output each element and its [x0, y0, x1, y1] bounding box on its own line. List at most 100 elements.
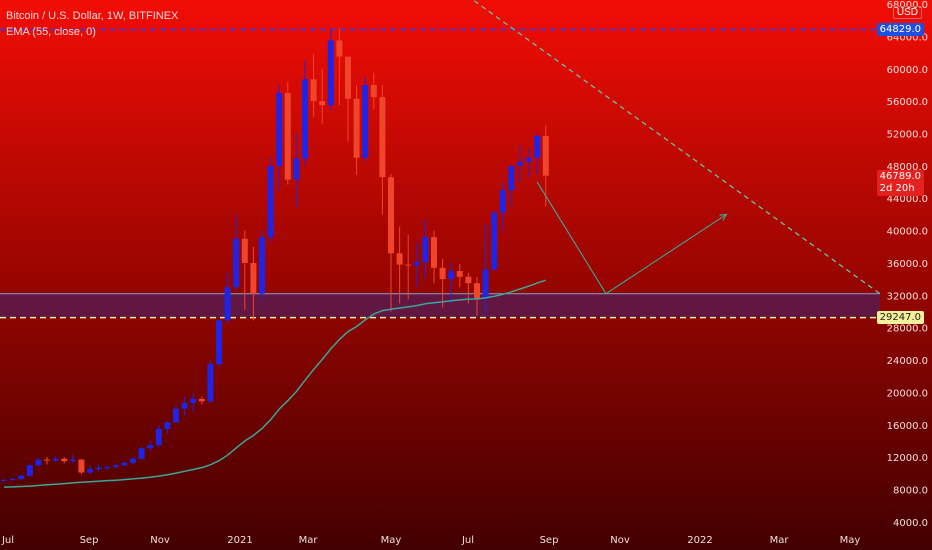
candle-body — [353, 98, 360, 158]
candle — [78, 458, 85, 475]
candle — [241, 230, 248, 310]
candle-body — [302, 79, 308, 159]
candle — [405, 234, 412, 300]
candle-body — [276, 93, 283, 166]
x-tick-label: May — [840, 535, 861, 546]
candle — [44, 457, 50, 465]
candle — [388, 173, 394, 312]
candle — [198, 396, 205, 405]
top-level-price-tag: 64829.0 — [876, 22, 924, 36]
candle-body — [405, 264, 412, 266]
candle-body — [18, 475, 25, 480]
candle — [370, 72, 377, 110]
y-tick-label: 56000.0 — [887, 97, 928, 108]
candle-body — [190, 398, 197, 403]
candle-body — [181, 402, 188, 409]
x-tick-label: Sep — [540, 535, 559, 546]
candle-body — [508, 165, 515, 191]
current-price-tag: 46789.0 2d 20h — [876, 169, 924, 196]
candle — [267, 157, 274, 243]
candle — [164, 420, 171, 434]
candle-body — [465, 276, 472, 284]
candle — [517, 145, 523, 183]
candle-body — [69, 459, 76, 462]
y-tick-label: 64000.0 — [887, 32, 928, 43]
candle-body — [422, 237, 429, 263]
x-tick-label: 2021 — [227, 535, 252, 546]
indicator-legend[interactable]: EMA (55, close, 0) — [6, 26, 96, 38]
support-level-price-tag: 29247.0 — [876, 310, 924, 324]
symbol-title[interactable]: Bitcoin / U.S. Dollar, 1W, BITFINEX — [6, 10, 179, 22]
candle — [413, 242, 420, 288]
candle — [491, 211, 498, 272]
candle-body — [61, 458, 68, 462]
candle-body — [250, 262, 257, 294]
candle — [216, 319, 222, 367]
candle — [525, 148, 532, 178]
candle-body — [155, 428, 162, 446]
y-tick-label: 68000.0 — [887, 0, 928, 11]
candle-body — [130, 458, 136, 463]
candle-body — [439, 267, 446, 280]
candle — [396, 226, 403, 304]
candle-body — [259, 237, 265, 294]
candle — [190, 393, 197, 412]
y-tick-label: 28000.0 — [887, 324, 928, 335]
candle-body — [525, 157, 532, 162]
projection-path — [536, 181, 727, 295]
candle-body — [78, 459, 85, 473]
candle — [534, 133, 541, 174]
candle — [87, 465, 93, 475]
candle — [456, 263, 463, 288]
candle — [35, 457, 42, 467]
candle-body — [370, 84, 377, 98]
candle — [302, 60, 308, 166]
candle-body — [293, 158, 300, 180]
candle-body — [284, 93, 291, 180]
candle-body — [1, 479, 7, 481]
candle — [224, 272, 231, 324]
candle-body — [95, 467, 102, 470]
candle-body — [26, 465, 33, 476]
candle-body — [491, 212, 498, 270]
candle-body — [327, 40, 334, 106]
currency-button[interactable]: USD — [892, 6, 922, 19]
y-tick-label: 44000.0 — [887, 194, 928, 205]
y-tick-label: 40000.0 — [887, 227, 928, 238]
x-tick-label: Jul — [461, 535, 474, 546]
candle — [345, 56, 351, 142]
candle-body — [121, 462, 128, 466]
candle — [448, 262, 455, 304]
bar-countdown: 2d 20h — [879, 182, 915, 194]
candle-body — [267, 165, 274, 238]
candle — [319, 68, 326, 124]
candle — [431, 230, 437, 284]
candle — [542, 125, 549, 207]
y-tick-label: 60000.0 — [887, 65, 928, 76]
candle — [379, 84, 386, 215]
candle-body — [44, 459, 50, 461]
candle — [336, 28, 343, 106]
candle-body — [448, 271, 455, 280]
candle-body — [9, 479, 16, 481]
y-tick-label: 8000.0 — [893, 486, 928, 497]
candle-body — [207, 364, 214, 402]
candle — [293, 133, 300, 207]
y-tick-label: 12000.0 — [887, 453, 928, 464]
candle — [259, 230, 265, 300]
candle-body — [431, 237, 437, 268]
x-tick-label: May — [381, 535, 402, 546]
candle — [474, 276, 480, 316]
candle-body — [474, 283, 480, 299]
candle-body — [336, 40, 343, 57]
x-tick-label: Mar — [299, 535, 319, 546]
candle-body — [147, 445, 154, 449]
candle-body — [52, 458, 59, 461]
y-tick-label: 52000.0 — [887, 130, 928, 141]
candle — [439, 258, 446, 308]
x-tick-label: Mar — [770, 535, 790, 546]
y-tick-label: 48000.0 — [887, 162, 928, 173]
candle-body — [499, 190, 506, 213]
candle-body — [456, 271, 463, 277]
